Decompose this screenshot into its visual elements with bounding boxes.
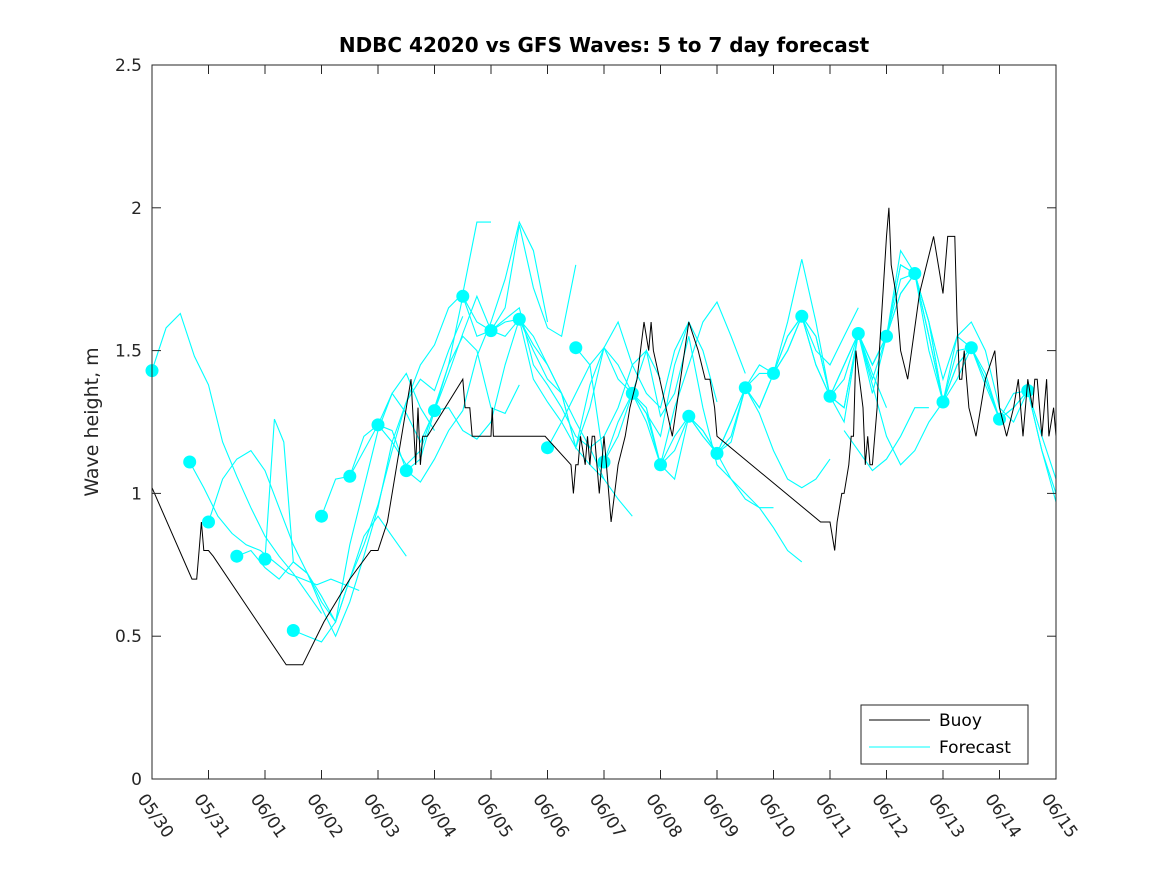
forecast-marker-25: [823, 389, 837, 403]
forecast-marker-20: [682, 409, 696, 423]
buoy-line: [151, 207, 1057, 666]
y-tick-label: 1: [131, 484, 142, 504]
forecast-marker-29: [936, 395, 950, 409]
legend-buoy-label: Buoy: [939, 711, 982, 731]
forecast-marker-4: [230, 549, 244, 563]
y-axis-label: Wave height, m: [81, 347, 103, 496]
forecast-marker-31: [993, 412, 1006, 426]
forecast-marker-19: [654, 458, 667, 472]
forecast-marker-15: [541, 441, 554, 455]
chart-title: NDBC 42020 vs GFS Waves: 5 to 7 day fore…: [339, 33, 870, 57]
y-axis-ticks: 0 0.5 1 1.5 2 2.5: [115, 56, 1056, 790]
forecast-marker-17: [597, 455, 611, 469]
forecast-run-line-18: [631, 386, 831, 489]
forecast-marker-14: [512, 312, 526, 326]
forecast-marker-28: [908, 267, 922, 280]
forecast-marker-32: [1021, 384, 1035, 398]
y-tick-label: 2.5: [115, 56, 142, 76]
forecast-marker-22: [738, 381, 752, 395]
forecast-marker-24: [795, 309, 809, 323]
forecast-marker-30: [964, 341, 978, 355]
forecast-marker-23: [767, 366, 780, 380]
forecast-marker-5: [258, 552, 272, 566]
forecast-run-line-11: [434, 317, 633, 517]
forecast-run-line-1: [151, 312, 322, 614]
y-tick-label: 0.5: [115, 627, 142, 647]
forecast-run-line-16: [575, 336, 774, 509]
forecast-marker-2: [183, 455, 197, 469]
forecast-run-line-9: [377, 224, 577, 444]
forecast-marker-21: [710, 446, 724, 460]
forecast-marker-11: [428, 404, 441, 418]
forecast-marker-9: [371, 418, 385, 432]
forecast-marker-27: [880, 329, 893, 343]
y-tick-label: 2: [131, 199, 142, 219]
buoy-series-line: [151, 207, 1057, 666]
forecast-run-line-7: [320, 335, 520, 517]
legend: Buoy Forecast: [860, 704, 1029, 765]
forecast-marker-8: [343, 469, 357, 483]
forecast-run-line-14: [518, 318, 718, 450]
forecast-marker-26: [851, 327, 865, 340]
forecast-series-lines: [151, 220, 1057, 643]
forecast-marker-16: [569, 341, 583, 355]
plot-area: [152, 65, 1056, 779]
y-tick-label: 1.5: [115, 342, 142, 362]
forecast-run-line-5: [264, 316, 464, 638]
forecast-marker-13: [484, 324, 498, 338]
forecast-marker-10: [399, 464, 413, 478]
forecast-run-line-28: [914, 273, 1057, 503]
legend-box: [860, 704, 1029, 765]
forecast-run-line-2: [189, 461, 360, 592]
forecast-run-line-29: [843, 407, 929, 472]
forecast-marker-7: [315, 509, 328, 523]
forecast-marker-3: [202, 515, 215, 529]
forecast-marker-18: [625, 386, 639, 400]
forecast-marker-6: [286, 624, 300, 637]
forecast-run-line-13: [490, 318, 690, 448]
forecast-run-line-15: [547, 300, 746, 467]
forecast-marker-12: [456, 289, 470, 303]
y-tick-label: 0: [131, 770, 142, 790]
legend-forecast-label: Forecast: [939, 738, 1011, 758]
forecast-run-line-25: [829, 321, 1029, 466]
forecast-run-line-10: [405, 294, 605, 480]
